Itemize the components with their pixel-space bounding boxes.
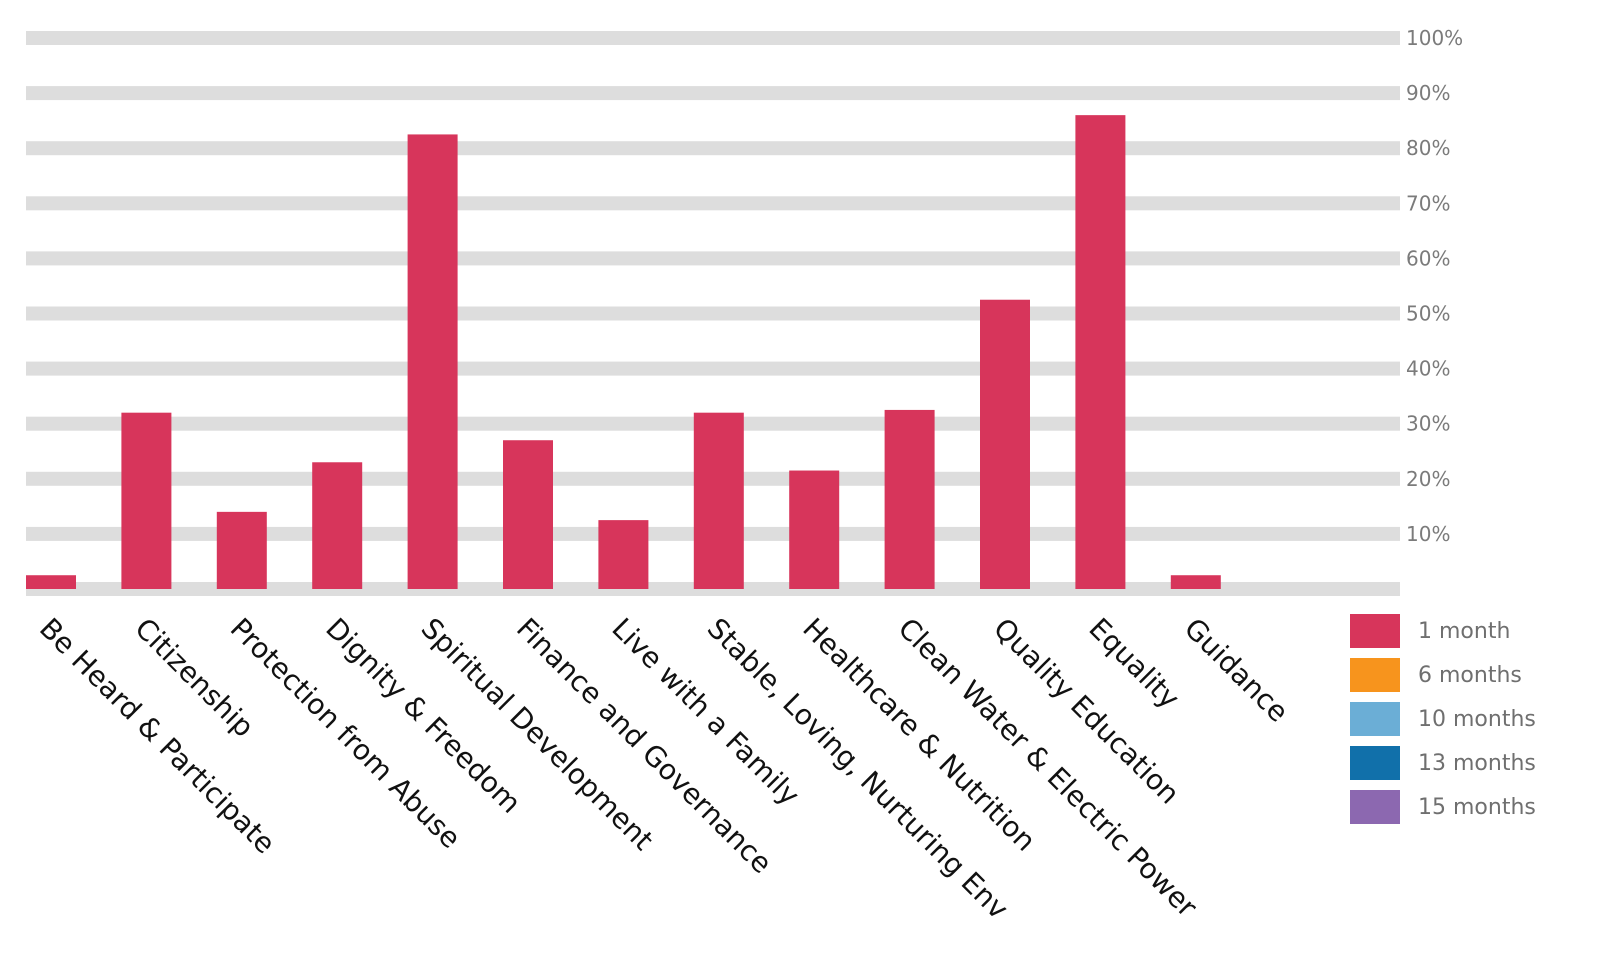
y-tick-label: 50% [1406, 302, 1450, 326]
y-tick-label: 30% [1406, 412, 1450, 436]
legend-swatch [1350, 746, 1400, 780]
bar[interactable] [884, 409, 935, 589]
bar[interactable] [1170, 575, 1221, 589]
y-tick-label: 80% [1406, 136, 1450, 160]
bar[interactable] [312, 462, 363, 589]
legend-swatch [1350, 614, 1400, 648]
y-tick-label: 60% [1406, 246, 1450, 270]
bar[interactable] [598, 520, 649, 589]
x-tick-label: Live with a Family [605, 612, 805, 812]
gridline-100 [26, 31, 1400, 45]
legend-swatch [1350, 658, 1400, 692]
legend-label: 1 month [1418, 619, 1510, 644]
x-axis-tick-labels: Be Heard & ParticipateCitizenshipProtect… [33, 612, 1295, 926]
y-tick-label: 70% [1406, 191, 1450, 215]
bar[interactable] [121, 412, 172, 589]
x-tick-label: Quality Education [987, 612, 1186, 811]
legend-label: 13 months [1418, 751, 1536, 776]
legend-label: 10 months [1418, 707, 1536, 732]
bar[interactable] [216, 511, 267, 589]
y-tick-label: 40% [1406, 357, 1450, 381]
bar[interactable] [980, 299, 1030, 589]
gridline-80 [26, 141, 1400, 156]
gridline-90 [26, 86, 1400, 101]
legend-label: 15 months [1418, 795, 1536, 820]
bar[interactable] [503, 440, 553, 589]
legend-label: 6 months [1418, 663, 1522, 688]
gridline-60 [26, 251, 1400, 266]
y-tick-label: 100% [1406, 26, 1463, 50]
bar[interactable] [693, 412, 744, 589]
y-axis-tick-labels: 10% 20% 30% 40% 50% 60% 70% 80% 90% 100% [1406, 26, 1463, 546]
bar[interactable] [26, 575, 76, 589]
bar[interactable] [789, 470, 840, 589]
x-tick-label: Guidance [1178, 612, 1295, 729]
gridline-50 [26, 306, 1400, 321]
legend-swatch [1350, 790, 1400, 824]
bar[interactable] [407, 134, 458, 590]
gridline-70 [26, 196, 1400, 211]
legend-swatch [1350, 702, 1400, 736]
bar[interactable] [1075, 115, 1126, 589]
bars-layer [26, 115, 1221, 590]
gridline-40 [26, 361, 1400, 376]
legend: 1 month 6 months 10 months 13 months 15 mont… [1350, 614, 1536, 824]
y-tick-label: 90% [1406, 81, 1450, 105]
y-tick-label: 20% [1406, 467, 1450, 491]
y-tick-label: 10% [1406, 522, 1450, 546]
